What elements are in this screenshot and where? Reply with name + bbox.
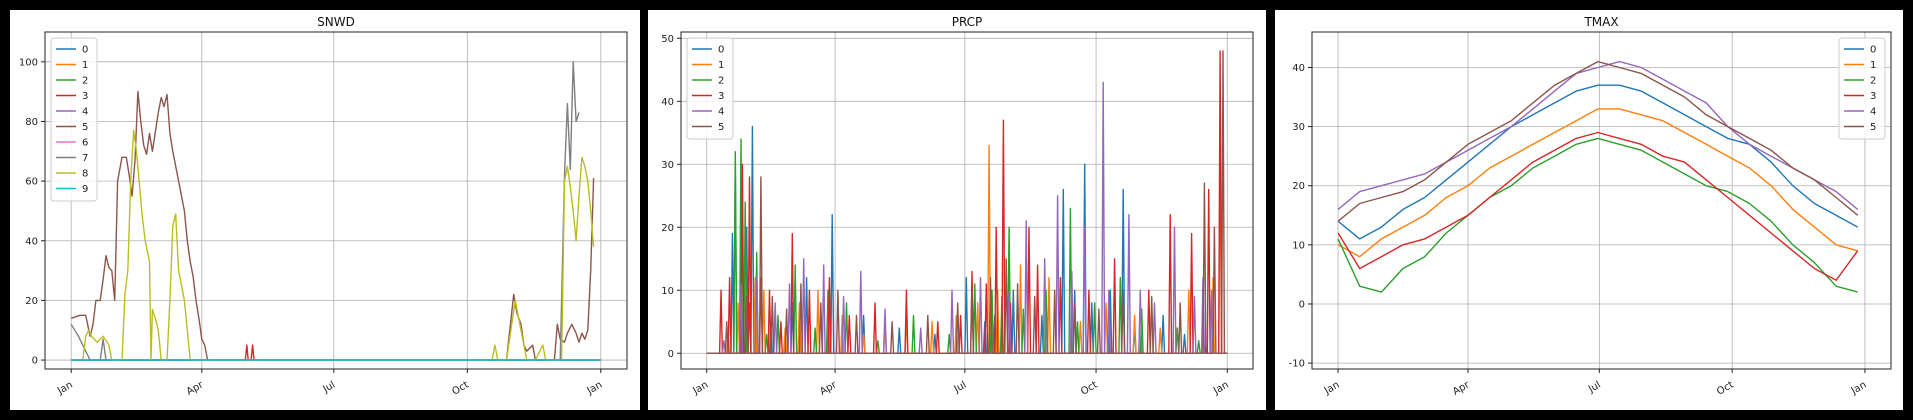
y-tick-label: 60 bbox=[25, 177, 38, 188]
y-tick-label: 40 bbox=[661, 97, 674, 108]
y-tick-label: 0 bbox=[32, 356, 38, 367]
series-line-tmax-5 bbox=[1337, 60, 1859, 222]
series-line-tmax-2 bbox=[1337, 137, 1858, 293]
legend-label: 5 bbox=[718, 122, 724, 133]
y-tick-label: 50 bbox=[661, 34, 674, 45]
legend-snwd: 0 1 2 3 4 5 6 7 8 9 bbox=[50, 37, 98, 202]
y-tick-label: 20 bbox=[661, 223, 674, 234]
series-line-tmax-3 bbox=[1337, 131, 1859, 281]
chart-title-tmax: TMAX bbox=[1583, 15, 1618, 29]
chart-prcp: PRCP Jan Apr Jul Oct Jan 0 10 20 30 40 50 0 1 2 3 4 5 bbox=[661, 15, 1254, 398]
y-tick-label: 30 bbox=[1292, 122, 1305, 133]
legend-box bbox=[1838, 37, 1886, 140]
x-tick-label: Jan bbox=[1849, 380, 1869, 398]
x-tick-label: Jan bbox=[691, 380, 711, 398]
x-tick-label: Jul bbox=[320, 380, 337, 396]
y-tick-label: 20 bbox=[25, 296, 38, 307]
series-line-tmax-1 bbox=[1337, 108, 1858, 258]
y-tick-label: 10 bbox=[661, 286, 674, 297]
panel-snwd: SNWD Jan Apr Jul Oct Jan 0 20 40 60 80 100 0 1 2 3 4 5 6 7 8… bbox=[10, 10, 640, 410]
legend-label: 4 bbox=[1870, 107, 1876, 118]
legend-label: 8 bbox=[82, 169, 88, 180]
x-tick-label: Oct bbox=[1715, 379, 1736, 397]
chart-title-snwd: SNWD bbox=[317, 15, 355, 29]
x-tick-label: Jul bbox=[952, 380, 969, 396]
y-tick-label: 0 bbox=[1299, 299, 1305, 310]
legend-label: 9 bbox=[82, 184, 88, 195]
chart-snwd: SNWD Jan Apr Jul Oct Jan 0 20 40 60 80 100 0 1 2 3 4 5 6 7 8… bbox=[19, 15, 628, 398]
series-line-prcp-5 bbox=[706, 50, 1228, 354]
legend-label: 0 bbox=[82, 45, 88, 56]
x-tick-label: Jan bbox=[55, 380, 75, 398]
y-tick-label: 20 bbox=[1292, 181, 1305, 192]
series-group-prcp bbox=[706, 50, 1228, 354]
x-tick-label: Jan bbox=[1211, 380, 1231, 398]
x-tick-label: Oct bbox=[1079, 379, 1100, 397]
panel-prcp: PRCP Jan Apr Jul Oct Jan 0 10 20 30 40 50 0 1 2 3 4 5 bbox=[648, 10, 1266, 410]
panel-tmax: TMAX Jan Apr Jul Oct Jan -10 0 10 20 30 40 0 1 2 3 4 5 bbox=[1275, 10, 1903, 410]
legend-label: 3 bbox=[1870, 91, 1876, 102]
legend-tmax: 0 1 2 3 4 5 bbox=[1838, 37, 1886, 140]
axes-frame-prcp bbox=[680, 31, 1254, 370]
x-grid-snwd: Jan Apr Jul Oct Jan bbox=[55, 32, 604, 398]
y-tick-label: 40 bbox=[25, 236, 38, 247]
y-tick-label: 0 bbox=[668, 349, 674, 360]
legend-label: 4 bbox=[718, 107, 724, 118]
series-line-snwd-8 bbox=[82, 129, 595, 361]
series-group-snwd bbox=[70, 61, 601, 361]
series-line-snwd-5 bbox=[70, 90, 595, 361]
series-group-tmax bbox=[1337, 60, 1859, 293]
axes-frame-snwd bbox=[44, 31, 628, 370]
legend-label: 2 bbox=[82, 76, 88, 87]
x-tick-label: Apr bbox=[818, 379, 839, 398]
series-line-tmax-4 bbox=[1337, 60, 1859, 210]
y-tick-label: -10 bbox=[1289, 359, 1305, 370]
y-grid-tmax: -10 0 10 20 30 40 bbox=[1289, 63, 1891, 370]
legend-label: 3 bbox=[718, 91, 724, 102]
legend-label: 1 bbox=[718, 60, 724, 71]
chart-tmax: TMAX Jan Apr Jul Oct Jan -10 0 10 20 30 40 0 1 2 3 4 5 bbox=[1289, 15, 1892, 398]
x-tick-label: Jan bbox=[1322, 380, 1342, 398]
y-grid-snwd: 0 20 40 60 80 100 bbox=[19, 57, 627, 367]
legend-box bbox=[686, 37, 734, 140]
y-tick-label: 80 bbox=[25, 117, 38, 128]
series-line-snwd-7 bbox=[70, 61, 580, 361]
legend-label: 0 bbox=[718, 45, 724, 56]
legend-label: 1 bbox=[82, 60, 88, 71]
legend-label: 1 bbox=[1870, 60, 1876, 71]
legend-label: 3 bbox=[82, 91, 88, 102]
y-tick-label: 100 bbox=[19, 57, 38, 68]
y-tick-label: 30 bbox=[661, 160, 674, 171]
x-tick-label: Oct bbox=[450, 379, 471, 397]
y-tick-label: 40 bbox=[1292, 63, 1305, 74]
x-tick-label: Jan bbox=[585, 380, 605, 398]
legend-prcp: 0 1 2 3 4 5 bbox=[686, 37, 734, 140]
x-grid-tmax: Jan Apr Jul Oct Jan bbox=[1322, 32, 1869, 398]
legend-label: 5 bbox=[1870, 122, 1876, 133]
legend-label: 7 bbox=[82, 153, 88, 164]
chart-title-prcp: PRCP bbox=[952, 15, 983, 29]
legend-label: 0 bbox=[1870, 45, 1876, 56]
axes-frame-tmax bbox=[1311, 31, 1892, 370]
series-line-prcp-4 bbox=[706, 81, 1228, 354]
x-tick-label: Apr bbox=[185, 379, 206, 398]
series-line-tmax-0 bbox=[1337, 84, 1859, 240]
x-tick-label: Apr bbox=[1451, 379, 1472, 398]
legend-box bbox=[50, 37, 98, 202]
legend-label: 2 bbox=[718, 76, 724, 87]
legend-label: 6 bbox=[82, 138, 88, 149]
y-tick-label: 10 bbox=[1292, 240, 1305, 251]
legend-label: 2 bbox=[1870, 76, 1876, 87]
legend-label: 5 bbox=[82, 122, 88, 133]
legend-label: 4 bbox=[82, 107, 88, 118]
x-tick-label: Jul bbox=[1586, 380, 1603, 396]
